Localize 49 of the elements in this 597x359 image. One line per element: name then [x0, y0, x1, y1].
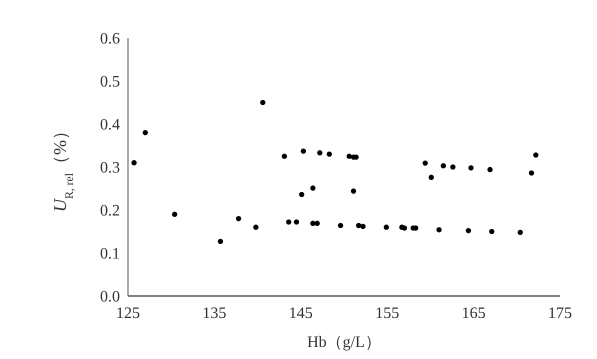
point	[533, 152, 538, 158]
point	[356, 222, 362, 228]
point	[350, 188, 356, 194]
point	[346, 154, 352, 159]
point	[294, 219, 300, 225]
point	[218, 238, 224, 244]
point	[468, 165, 474, 170]
point	[450, 164, 456, 170]
point	[282, 154, 288, 159]
x-tick-label: 175	[548, 305, 572, 322]
x-tick-label: 145	[288, 305, 313, 322]
point	[172, 212, 178, 217]
point	[489, 228, 494, 234]
point	[326, 151, 332, 157]
point	[487, 166, 493, 172]
point	[314, 220, 320, 226]
point	[260, 100, 266, 106]
point	[300, 148, 306, 154]
x-tick-label: 125	[116, 305, 140, 322]
x-tick-label: 165	[462, 305, 486, 322]
point	[440, 163, 446, 168]
point	[236, 216, 242, 222]
y-tick-label: 0.2	[100, 202, 120, 220]
point	[142, 130, 148, 136]
y-tick-label: 0.5	[100, 74, 120, 91]
point	[422, 160, 428, 166]
point	[299, 192, 304, 198]
point	[436, 227, 442, 232]
point	[428, 174, 434, 180]
x-tick-label: 135	[202, 305, 226, 322]
y-tick-label: 0.0	[100, 288, 120, 306]
point	[253, 224, 259, 230]
point	[317, 150, 322, 156]
x-tick-label: 155	[375, 305, 400, 322]
point	[518, 230, 523, 235]
y-tick-label: 0.1	[100, 246, 120, 263]
point	[286, 219, 292, 225]
point	[310, 185, 316, 191]
point	[384, 224, 389, 230]
y-tick-label: 0.6	[100, 30, 120, 48]
point	[338, 222, 344, 228]
point	[466, 228, 472, 234]
point	[131, 160, 137, 166]
y-tick-label: 0.4	[100, 116, 120, 134]
point	[402, 225, 408, 231]
y-tick-label: 0.3	[100, 160, 120, 177]
point	[528, 170, 534, 176]
x-axis-title: Hb（g/L）	[307, 334, 381, 351]
point	[360, 224, 366, 229]
